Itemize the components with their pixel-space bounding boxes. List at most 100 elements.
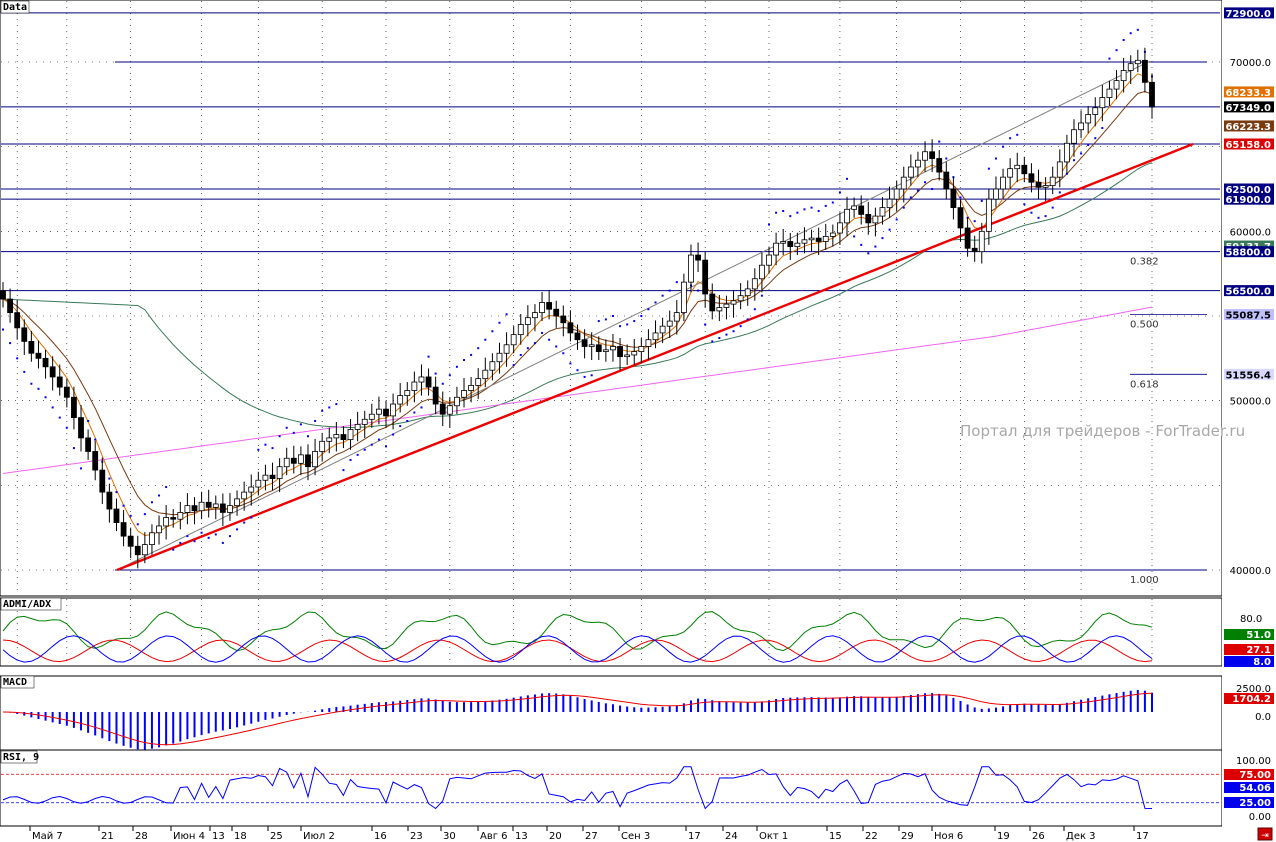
candle-body <box>489 361 496 371</box>
sar-dot <box>214 533 217 536</box>
sar-dot <box>626 323 629 326</box>
candle-body <box>1007 168 1014 178</box>
sar-dot <box>1122 38 1125 41</box>
candle-body <box>184 505 191 513</box>
macd-panel[interactable] <box>0 675 1223 751</box>
candle-body <box>1149 81 1155 108</box>
sar-dot <box>306 435 309 438</box>
adx-last: 51.0 <box>1246 630 1271 641</box>
sar-dot <box>760 294 763 297</box>
candle-body <box>709 293 716 312</box>
candle-body <box>1106 88 1113 98</box>
candle-body <box>943 171 950 190</box>
scroll-end-icon[interactable] <box>1257 827 1273 841</box>
main-y-tick: 60000.0 <box>1230 227 1271 238</box>
candle-body <box>149 532 155 545</box>
main-y-tick: 40000.0 <box>1230 566 1271 577</box>
sar-dot <box>16 357 19 360</box>
candle-body <box>496 352 503 363</box>
macd-signal-line <box>2 692 1153 746</box>
sar-dot <box>65 426 68 429</box>
sar-dot <box>129 514 132 517</box>
candle-body <box>319 440 326 452</box>
candle-body <box>290 457 297 464</box>
sar-dot <box>1087 143 1090 146</box>
fib-label: 0.618 <box>1130 379 1159 390</box>
candle-body <box>425 376 432 388</box>
sar-dot <box>292 431 295 434</box>
candle-body <box>645 339 652 347</box>
candle-body <box>744 288 751 297</box>
candle-body <box>844 208 850 224</box>
sar-dot <box>853 235 856 238</box>
main-y-tick: 50000.0 <box>1230 397 1271 408</box>
sar-dot <box>314 419 317 422</box>
candle-body <box>1099 97 1106 109</box>
candle-body <box>695 254 701 261</box>
sar-dot <box>604 318 607 321</box>
time-label: Май 7 <box>32 831 63 842</box>
candle-body <box>156 525 162 534</box>
candle-body <box>858 205 865 215</box>
sar-dot <box>675 281 678 284</box>
candle-body <box>71 396 77 418</box>
level-label-box <box>1224 240 1274 252</box>
candle-body <box>929 151 936 159</box>
candle-body <box>390 403 396 417</box>
main-panel[interactable] <box>0 0 1223 597</box>
candle-body <box>262 474 269 481</box>
sar-dot <box>597 320 600 323</box>
level-label: 66223.3 <box>1225 122 1271 133</box>
sar-dot <box>831 201 834 204</box>
sar-dot <box>136 523 139 526</box>
sar-dot <box>299 423 302 426</box>
sar-dot <box>902 206 905 209</box>
candle-body <box>638 346 645 352</box>
sar-dot <box>484 338 487 341</box>
rsi-last: 54.06 <box>1239 783 1271 794</box>
adx-panel[interactable] <box>0 597 1223 667</box>
candle-body <box>432 386 439 405</box>
trend-line <box>116 142 1194 572</box>
time-label: 29 <box>901 831 914 842</box>
candle-body <box>56 376 63 388</box>
candle-body <box>602 349 609 352</box>
sar-dot <box>611 315 614 317</box>
sar-dot <box>1094 137 1097 140</box>
candle-body <box>510 334 517 346</box>
candle-body <box>539 302 545 314</box>
candle-body <box>1071 129 1077 144</box>
sar-dot <box>441 382 444 385</box>
candle-body <box>1078 122 1084 131</box>
candle-body <box>361 418 368 425</box>
level-label-box <box>1224 183 1274 195</box>
candle-body <box>673 312 680 322</box>
sar-dot <box>1136 28 1139 31</box>
candle-body <box>177 512 184 520</box>
macd-title-box <box>0 675 35 689</box>
adx-last-box <box>1224 629 1274 640</box>
sar-dot <box>697 289 700 292</box>
sar-dot <box>824 204 827 207</box>
candle-body <box>631 351 638 356</box>
sar-dot <box>768 223 770 226</box>
rsi-panel[interactable] <box>0 749 1223 827</box>
candle-body <box>759 264 765 280</box>
sar-dot <box>945 157 948 160</box>
candle-body <box>532 312 538 319</box>
candle-body <box>312 451 318 468</box>
time-label: 21 <box>101 831 114 842</box>
main-y-tick: 70000.0 <box>1230 58 1271 69</box>
macd-last: 1704.2 <box>1232 694 1271 705</box>
sar-dot <box>271 447 274 450</box>
sar-dot <box>931 188 934 190</box>
candle-body <box>808 237 815 241</box>
sar-dot <box>406 419 409 422</box>
sar-dot <box>356 453 359 456</box>
time-label: Июл 2 <box>303 831 335 842</box>
sar-dot <box>228 535 231 538</box>
level-label: 61900.0 <box>1225 195 1271 206</box>
sar-dot <box>285 426 288 429</box>
sar-dot <box>994 157 997 160</box>
